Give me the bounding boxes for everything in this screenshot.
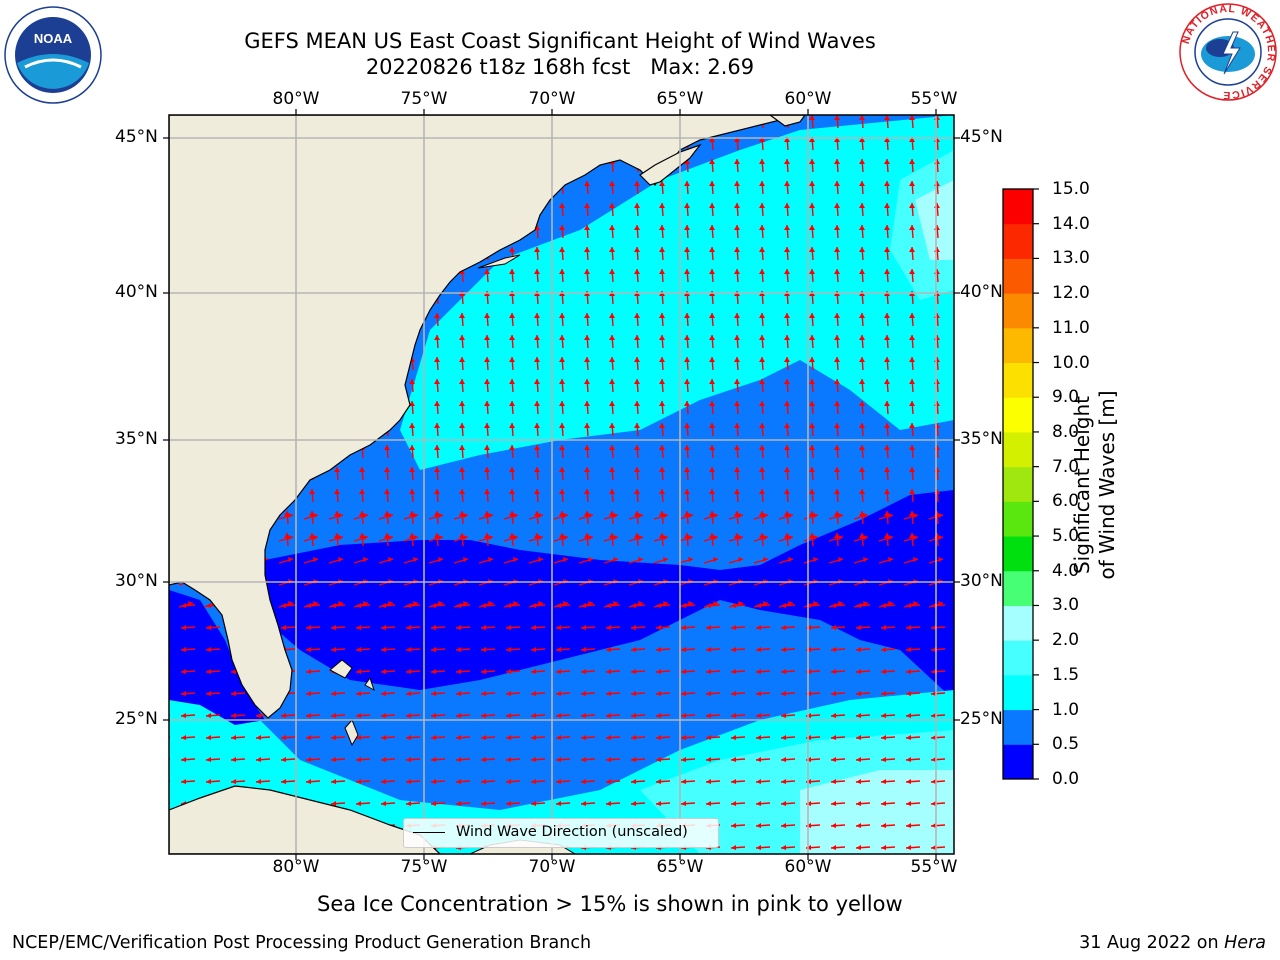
colorbar-segment xyxy=(1003,570,1033,606)
colorbar-tick-label: 1.0 xyxy=(1052,699,1080,720)
lon-label-top: 75°W xyxy=(400,89,448,109)
legend-line-icon xyxy=(413,832,445,833)
lat-label-right: 35°N xyxy=(960,429,1003,449)
colorbar-tick-label: 0.5 xyxy=(1052,734,1080,755)
lon-label-top: 55°W xyxy=(910,89,958,109)
colorbar-segment xyxy=(1003,293,1033,329)
land-nova-scotia xyxy=(639,143,702,186)
colorbar-tick-label: 11.0 xyxy=(1052,317,1090,338)
map-ticks xyxy=(163,109,960,860)
colorbar-segment xyxy=(1003,431,1033,468)
colorbar-tick-label: 9.0 xyxy=(1052,387,1080,408)
lat-label-right: 30°N xyxy=(960,571,1003,591)
lon-label-bottom: 75°W xyxy=(400,857,448,877)
lon-label-top: 70°W xyxy=(528,89,576,109)
noaa-logo-icon: NOAA xyxy=(3,5,103,105)
colorbar-segment xyxy=(1003,501,1033,537)
footer-machine: Hera xyxy=(1224,933,1266,953)
lat-label-right: 25°N xyxy=(960,709,1003,729)
arrow-field-central xyxy=(169,500,954,610)
colorbar-tick-label: 12.0 xyxy=(1052,283,1090,304)
colorbar-segment xyxy=(1003,536,1033,572)
colorbar-tick-label: 0.0 xyxy=(1052,769,1080,789)
colorbar-tick-label: 15.0 xyxy=(1052,179,1090,199)
lat-label-left: 25°N xyxy=(115,709,158,729)
colorbar-tick-label: 10.0 xyxy=(1052,352,1090,373)
lat-label-left: 45°N xyxy=(115,127,158,147)
footer-date: 31 Aug 2022 on Hera xyxy=(1079,932,1266,954)
colorbar-tick-label: 5.0 xyxy=(1052,526,1080,547)
legend-label: Wind Wave Direction (unscaled) xyxy=(456,824,688,840)
lat-label-right: 40°N xyxy=(960,282,1003,302)
colorbar-segment xyxy=(1003,397,1033,433)
map-frame xyxy=(168,114,955,855)
colorbar-tick-label: 2.0 xyxy=(1052,630,1080,651)
colorbar-segment xyxy=(1003,709,1033,745)
lat-label-left: 40°N xyxy=(115,282,158,302)
colorbar-segment xyxy=(1003,362,1033,398)
land-long-island xyxy=(477,254,521,269)
colorbar-segment xyxy=(1003,466,1033,502)
colorbar-tick-label: 4.0 xyxy=(1052,560,1080,581)
lon-label-bottom: 70°W xyxy=(528,857,576,877)
land-newfoundland xyxy=(768,115,806,127)
map-title: GEFS MEAN US East Coast Significant Heig… xyxy=(244,29,876,53)
colorbar-segment xyxy=(1003,744,1033,780)
colorbar-segment xyxy=(1003,674,1033,711)
colorbar-segment xyxy=(1003,640,1033,676)
colorbar-segment xyxy=(1003,189,1033,225)
lat-label-left: 30°N xyxy=(115,571,158,591)
graticule xyxy=(169,115,954,854)
noaa-logo-text: NOAA xyxy=(34,31,73,46)
map-legend: Wind Wave Direction (unscaled) xyxy=(403,818,719,848)
colorbar-tick-label: 8.0 xyxy=(1052,421,1080,442)
colorbar-label: Significant Height of Wind Waves [m] xyxy=(1070,390,1119,580)
colorbar-tick-label: 6.0 xyxy=(1052,491,1080,512)
lat-label-left: 35°N xyxy=(115,429,158,449)
footer-date-text: 31 Aug 2022 on xyxy=(1079,933,1225,953)
land-bahamas xyxy=(329,659,375,747)
colorbar-segment xyxy=(1003,605,1033,641)
colorbar-segment xyxy=(1003,327,1033,364)
map-subtitle: 20220826 t18z 168h fcst Max: 2.69 xyxy=(365,55,755,79)
colorbar-segment xyxy=(1003,223,1033,259)
nws-logo-icon: NATIONAL WEATHER SERVICE xyxy=(1178,2,1278,102)
lon-label-bottom: 60°W xyxy=(784,857,832,877)
colorbar-tick-label: 7.0 xyxy=(1052,456,1080,477)
footer-credit: NCEP/EMC/Verification Post Processing Pr… xyxy=(12,933,592,953)
lon-label-bottom: 80°W xyxy=(272,857,320,877)
colorbar-frame xyxy=(1002,188,1034,780)
colorbar-tick-label: 14.0 xyxy=(1052,213,1090,234)
lon-label-bottom: 55°W xyxy=(910,857,958,877)
colorbar-segment xyxy=(1003,258,1033,294)
colorbar-tick-label: 1.5 xyxy=(1052,664,1080,685)
lon-label-bottom: 65°W xyxy=(656,857,704,877)
colorbar-tick-label: 3.0 xyxy=(1052,595,1080,616)
lat-label-right: 45°N xyxy=(960,127,1003,147)
colorbar-tick-label: 13.0 xyxy=(1052,248,1090,269)
lon-label-top: 60°W xyxy=(784,89,832,109)
land-north-america xyxy=(169,115,801,719)
sea-ice-note: Sea Ice Concentration > 15% is shown in … xyxy=(317,892,903,916)
lon-label-top: 80°W xyxy=(272,89,320,109)
lon-label-top: 65°W xyxy=(656,89,704,109)
